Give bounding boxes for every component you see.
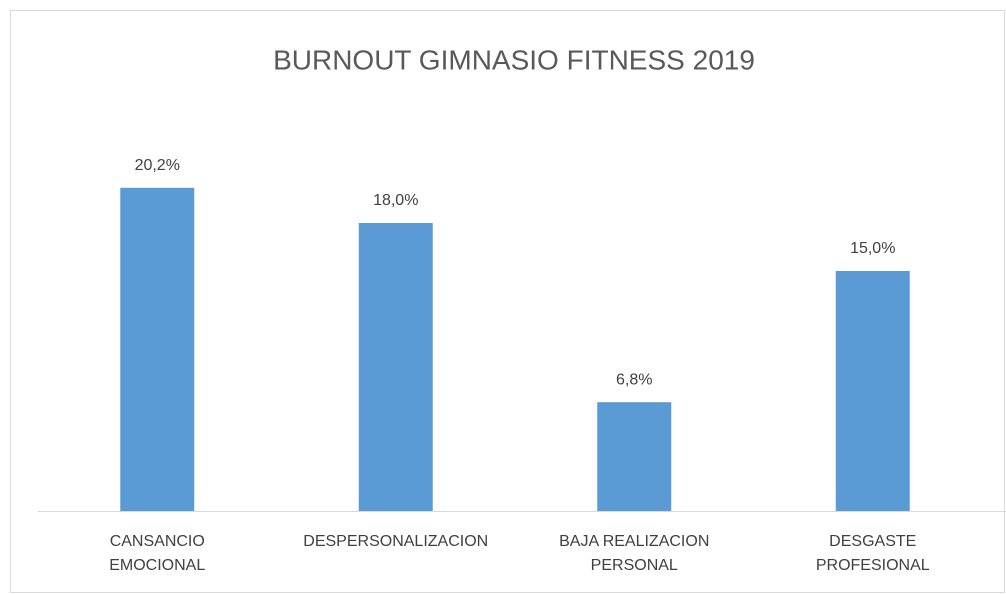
bar	[835, 271, 910, 511]
x-tick-label: BAJA REALIZACION PERSONAL	[559, 533, 710, 574]
x-tick-label: DESGASTE PROFESIONAL	[815, 533, 930, 574]
x-label-cell: CANSANCIO EMOCIONAL	[38, 530, 276, 578]
data-label: 18,0%	[373, 192, 418, 209]
bar	[597, 402, 672, 511]
chart-border	[10, 10, 1005, 593]
x-tick-label: DESPERSONALIZACION	[303, 533, 489, 550]
chart-title: BURNOUT GIMNASIO FITNESS 2019	[273, 44, 755, 75]
data-label: 6,8%	[616, 371, 652, 388]
x-label-cell: BAJA REALIZACION PERSONAL	[515, 530, 753, 578]
x-label-cell: DESPERSONALIZACION	[277, 530, 515, 554]
bar	[120, 187, 195, 512]
x-label-cell: DESGASTE PROFESIONAL	[754, 530, 992, 578]
bar	[358, 223, 433, 511]
x-tick-label: CANSANCIO EMOCIONAL	[109, 533, 206, 574]
data-label: 15,0%	[850, 240, 895, 257]
data-label: 20,2%	[135, 157, 180, 174]
